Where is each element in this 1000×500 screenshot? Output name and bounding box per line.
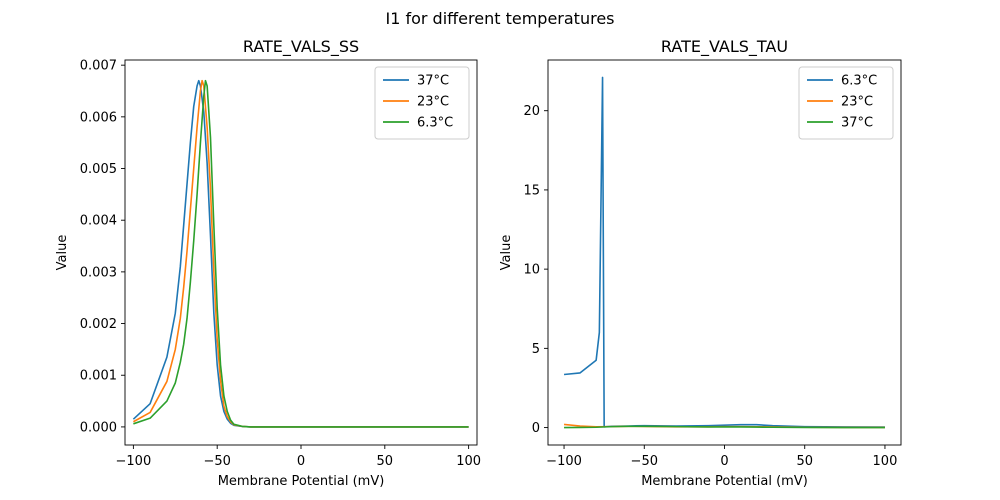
legend-entry: 37°C — [417, 74, 449, 89]
x-tick-label: −50 — [203, 454, 230, 469]
y-tick-label: 0.005 — [80, 162, 117, 177]
y-axis-label: Value — [499, 235, 514, 271]
y-tick-label: 0 — [532, 421, 540, 436]
x-tick-label: 0 — [297, 454, 305, 469]
y-axis-label: Value — [55, 235, 70, 271]
x-tick-label: 50 — [377, 454, 394, 469]
legend-entry: 37°C — [841, 116, 873, 131]
y-tick-label: 20 — [523, 104, 540, 119]
x-tick-label: 100 — [873, 454, 898, 469]
x-tick-label: 0 — [720, 454, 728, 469]
chart-title: RATE_VALS_SS — [243, 37, 359, 57]
x-axis-label: Membrane Potential (mV) — [218, 474, 385, 489]
legend-entry: 6.3°C — [417, 116, 453, 131]
y-tick-label: 0.007 — [80, 59, 117, 74]
legend-entry: 6.3°C — [841, 74, 877, 89]
figure-title: I1 for different temperatures — [385, 9, 614, 28]
y-tick-label: 0.002 — [80, 317, 117, 332]
y-tick-label: 5 — [532, 342, 540, 357]
y-tick-label: 0.001 — [80, 369, 117, 384]
x-tick-label: 50 — [796, 454, 813, 469]
series-line-2 — [133, 79, 469, 428]
chart-panel-ss: RATE_VALS_SS −100 −50 0 50 100 0.000 0.001 0.002… — [55, 37, 481, 489]
y-tick-label: 0.003 — [80, 265, 117, 280]
legend: 6.3°C 23°C 37°C — [798, 66, 894, 140]
x-tick-label: −50 — [631, 454, 658, 469]
chart-title: RATE_VALS_TAU — [661, 37, 788, 57]
x-tick-label: 100 — [456, 454, 481, 469]
x-axis-label: Membrane Potential (mV) — [641, 474, 808, 489]
y-tick-label: 0.000 — [80, 420, 117, 435]
legend-entry: 23°C — [417, 95, 449, 110]
y-tick-label: 0.006 — [80, 110, 117, 125]
y-tick-label: 10 — [523, 263, 540, 278]
chart-panel-tau: RATE_VALS_TAU −100 −50 0 50 100 0 5 10 15 20 Membra… — [499, 37, 902, 489]
y-tick-label: 15 — [523, 183, 540, 198]
legend-entry: 23°C — [841, 95, 873, 110]
y-tick-label: 0.004 — [80, 214, 117, 229]
x-tick-label: −100 — [116, 454, 152, 469]
legend-box — [374, 66, 470, 140]
legend: 37°C 23°C 6.3°C — [374, 66, 470, 140]
legend-box — [798, 66, 894, 140]
x-tick-label: −100 — [546, 454, 582, 469]
series-line-2 — [564, 425, 885, 429]
